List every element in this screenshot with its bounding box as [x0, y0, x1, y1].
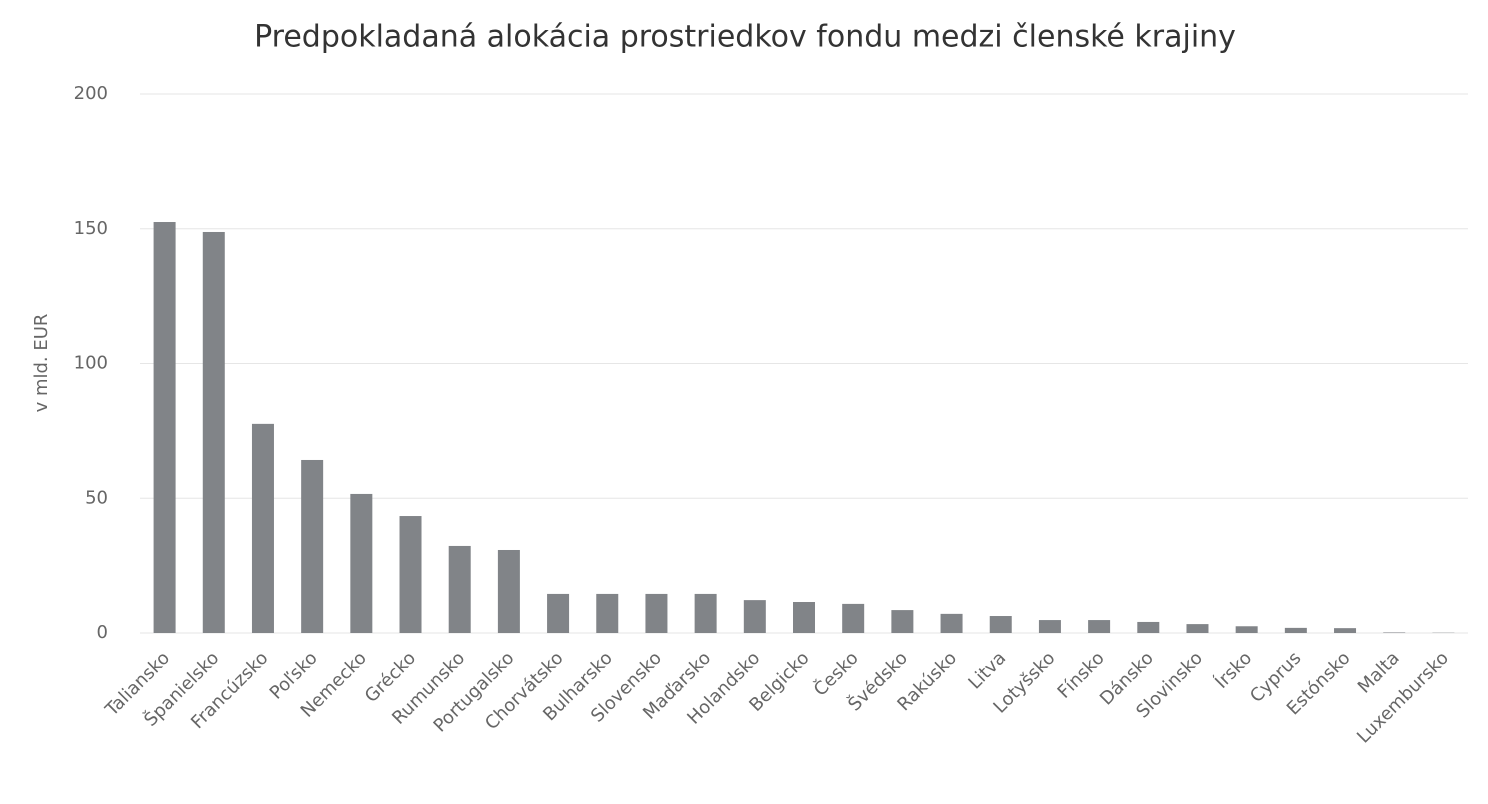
bar [891, 610, 913, 633]
bar [1383, 632, 1405, 633]
y-tick-label: 100 [74, 353, 108, 374]
bar [990, 616, 1012, 633]
bar [744, 600, 766, 633]
y-axis-title: v mld. EUR [31, 314, 52, 413]
bar [1334, 628, 1356, 633]
bar [400, 516, 422, 633]
bar [301, 460, 323, 633]
bar [1186, 624, 1208, 633]
x-tick-label: Írsko [1210, 647, 1256, 693]
bar [498, 550, 520, 633]
bar [1039, 620, 1061, 633]
bar [842, 604, 864, 633]
bar [1137, 622, 1159, 633]
bar [793, 602, 815, 633]
bar [596, 594, 618, 633]
bar [1088, 620, 1110, 633]
x-tick-label: Litva [964, 648, 1010, 694]
y-tick-label: 200 [74, 83, 108, 104]
y-tick-label: 150 [74, 218, 108, 239]
bar [547, 594, 569, 633]
bar [252, 424, 274, 633]
bar [645, 594, 667, 633]
bar [941, 614, 963, 633]
bar [449, 546, 471, 633]
bar [1236, 626, 1258, 633]
bar [350, 494, 372, 633]
bar [154, 222, 176, 633]
chart-title: Predpokladaná alokácia prostriedkov fond… [254, 20, 1236, 55]
bar [695, 594, 717, 633]
y-tick-label: 50 [85, 487, 108, 508]
bar [203, 232, 225, 633]
y-tick-label: 0 [97, 622, 108, 643]
bar [1285, 628, 1307, 633]
